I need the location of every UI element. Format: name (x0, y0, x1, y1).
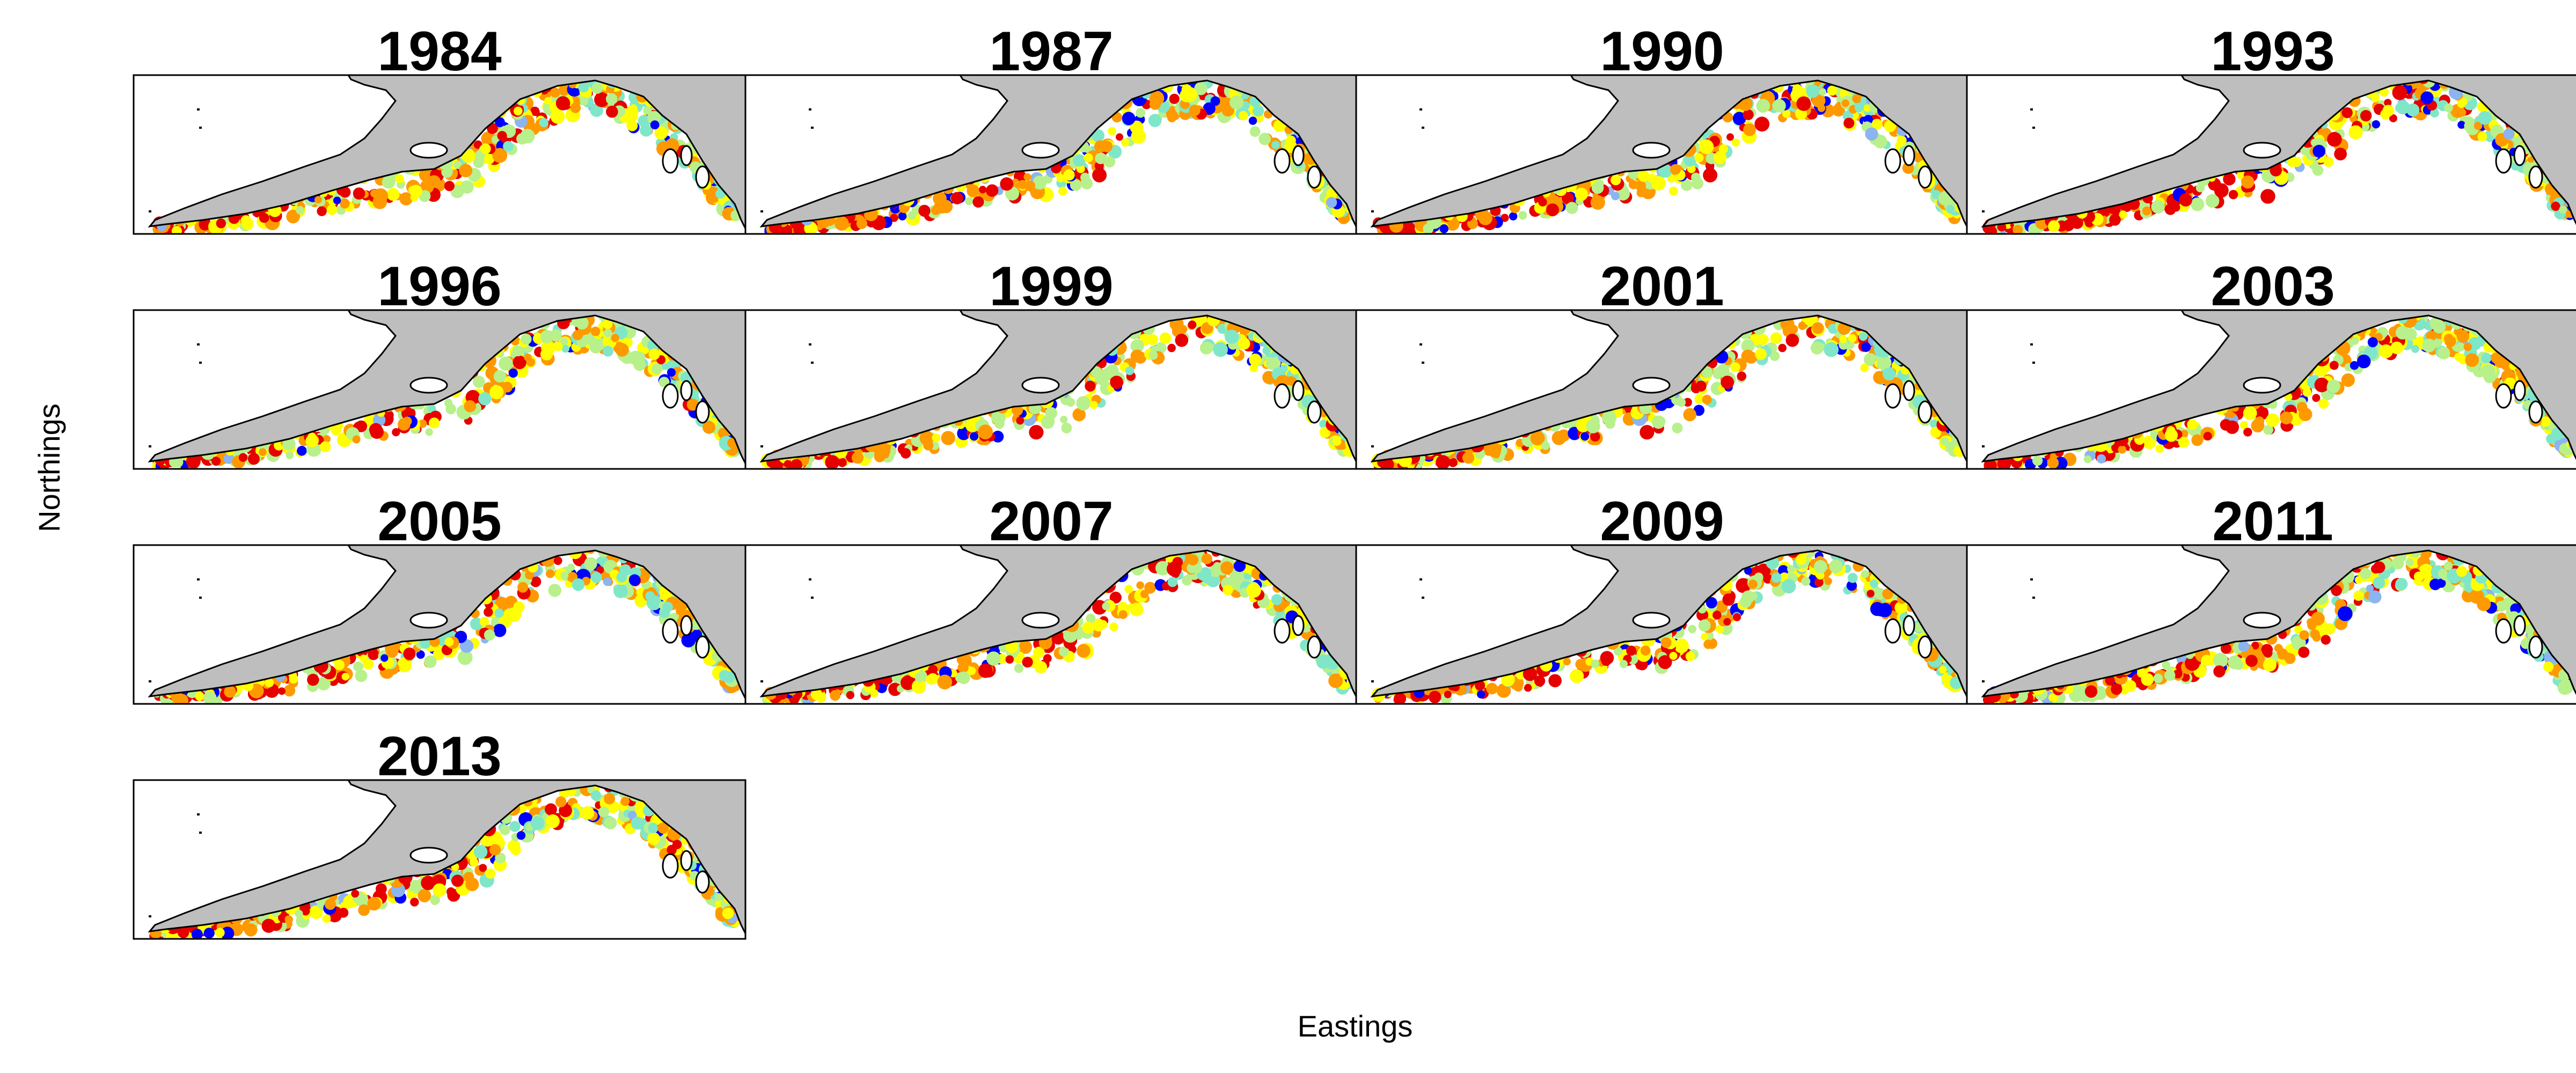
land-mass (148, 545, 745, 699)
offshore-marker (149, 210, 151, 212)
coastal-islands (1632, 377, 1933, 424)
offshore-marker (197, 108, 200, 111)
offshore-marker (811, 597, 814, 599)
panel-title-1999: 1999 (989, 255, 1114, 318)
offshore-marker (1419, 578, 1422, 580)
offshore-marker (2032, 127, 2035, 129)
panel-border (1966, 74, 2576, 235)
map-panel-2013 (133, 779, 747, 940)
map-panel-1996 (133, 309, 747, 470)
x-axis-label: Eastings (1297, 1009, 1413, 1043)
offshore-marker (1371, 680, 1374, 682)
y-axis-label: Northings (32, 403, 66, 532)
map-panel-2001 (1355, 309, 1969, 470)
offshore-marker (1422, 362, 1424, 364)
panel-title-2009: 2009 (1600, 490, 1724, 553)
offshore-marker (760, 210, 763, 212)
land-mass (759, 545, 1357, 699)
panel-title-2005: 2005 (377, 490, 502, 553)
offshore-marker (2032, 597, 2035, 599)
land-mass (1370, 75, 1968, 229)
land-mass (1370, 310, 1968, 464)
coastal-islands (2243, 377, 2543, 424)
offshore-marker (1982, 680, 1985, 682)
offshore-marker (1371, 445, 1374, 447)
land-mass (759, 310, 1357, 464)
coastal-islands (1021, 612, 1322, 659)
map-panel-1999 (744, 309, 1358, 470)
map-panel-2009 (1355, 544, 1969, 705)
map-panel-1984 (133, 74, 747, 235)
panel-title-1993: 1993 (2211, 20, 2335, 83)
coastal-islands (1632, 142, 1933, 189)
land-mass (148, 310, 745, 464)
offshore-marker (149, 680, 151, 682)
offshore-marker (2030, 343, 2033, 346)
offshore-marker (760, 445, 763, 447)
map-panel-1993 (1966, 74, 2576, 235)
map-panel-2003 (1966, 309, 2576, 470)
offshore-marker (2032, 362, 2035, 364)
offshore-marker (1422, 127, 1424, 129)
offshore-marker (811, 127, 814, 129)
offshore-marker (760, 680, 763, 682)
panel-title-1987: 1987 (989, 20, 1114, 83)
offshore-marker (1982, 445, 1985, 447)
offshore-marker (809, 108, 811, 111)
offshore-marker (2030, 108, 2033, 111)
coastal-islands (409, 377, 710, 424)
coastal-islands (409, 847, 710, 894)
map-panel-2007 (744, 544, 1358, 705)
offshore-marker (809, 343, 811, 346)
land-mass (1370, 545, 1968, 699)
panel-title-2011: 2011 (2212, 490, 2333, 553)
panel-title-2001: 2001 (1600, 255, 1724, 318)
offshore-marker (1371, 210, 1374, 212)
panel-title-2013: 2013 (377, 725, 502, 788)
panel-title-1984: 1984 (377, 20, 502, 83)
offshore-marker (149, 915, 151, 917)
offshore-marker (1422, 597, 1424, 599)
land-mass (148, 75, 745, 229)
map-panel-1987 (744, 74, 1358, 235)
offshore-marker (811, 362, 814, 364)
map-panel-2005 (133, 544, 747, 705)
offshore-marker (197, 813, 200, 815)
coastal-islands (1021, 142, 1322, 189)
offshore-marker (197, 578, 200, 580)
panel-border (133, 779, 747, 940)
offshore-marker (149, 445, 151, 447)
offshore-marker (1982, 210, 1985, 212)
panel-border (1966, 309, 2576, 470)
land-mass (148, 780, 745, 934)
coastal-islands (2243, 142, 2543, 189)
panel-border (1966, 544, 2576, 705)
offshore-marker (1419, 108, 1422, 111)
panel-title-1996: 1996 (377, 255, 502, 318)
offshore-marker (197, 343, 200, 346)
map-panel-1990 (1355, 74, 1969, 235)
coastal-islands (409, 142, 710, 189)
panel-title-1990: 1990 (1600, 20, 1724, 83)
offshore-marker (199, 362, 202, 364)
coastal-islands (409, 612, 710, 659)
offshore-marker (1419, 343, 1422, 346)
coastal-islands (1021, 377, 1322, 424)
coastal-islands (2243, 612, 2543, 659)
offshore-marker (809, 578, 811, 580)
panel-title-2003: 2003 (2211, 255, 2335, 318)
offshore-marker (199, 597, 202, 599)
offshore-marker (199, 127, 202, 129)
land-mass (759, 75, 1357, 229)
offshore-marker (199, 832, 202, 834)
offshore-marker (2030, 578, 2033, 580)
map-panel-2011 (1966, 544, 2576, 705)
coastal-islands (1632, 612, 1933, 659)
panel-title-2007: 2007 (989, 490, 1114, 553)
